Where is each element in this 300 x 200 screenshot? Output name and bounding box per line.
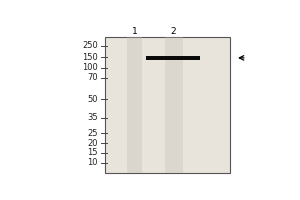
Text: 70: 70 xyxy=(87,73,98,82)
Text: 50: 50 xyxy=(88,95,98,104)
Bar xyxy=(105,37,230,173)
Bar xyxy=(146,56,200,60)
Bar xyxy=(165,37,183,173)
Text: 15: 15 xyxy=(88,148,98,157)
Text: 2: 2 xyxy=(170,27,176,36)
Text: 1: 1 xyxy=(131,27,137,36)
Text: 100: 100 xyxy=(82,63,98,72)
Text: 10: 10 xyxy=(88,158,98,167)
Text: 250: 250 xyxy=(82,41,98,50)
Text: 20: 20 xyxy=(88,139,98,148)
Bar xyxy=(127,37,142,173)
Text: 150: 150 xyxy=(82,53,98,62)
Text: 35: 35 xyxy=(87,113,98,122)
Text: 25: 25 xyxy=(88,129,98,138)
